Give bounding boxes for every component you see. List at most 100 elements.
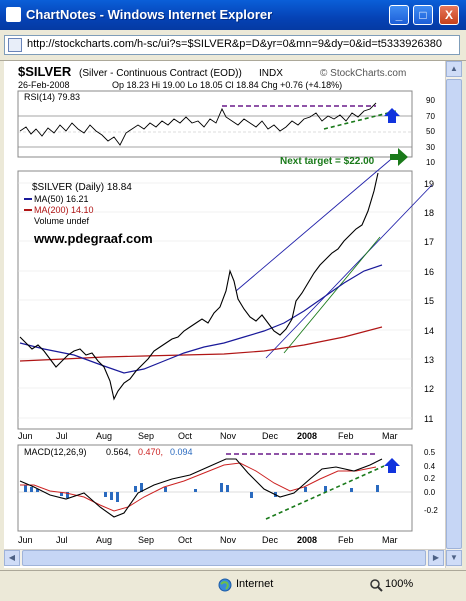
price-legend-ma50: MA(50) 16.21: [34, 194, 89, 204]
address-toolbar: http://stockcharts.com/h-sc/ui?s=$SILVER…: [0, 30, 466, 61]
price-legend-volume: Volume undef: [34, 216, 90, 226]
price-x-label: Jul: [56, 431, 68, 441]
price-tick-14: 14: [424, 326, 434, 336]
rsi-tick-50: 50: [426, 127, 435, 136]
price-x-label: Feb: [338, 431, 354, 441]
green-support-line: [283, 236, 381, 354]
chart-ohlc: Op 18.23 Hi 19.00 Lo 18.05 Cl 18.84 Chg …: [112, 80, 342, 90]
macd-x-label: Dec: [262, 535, 279, 545]
chart-exchange: INDX: [259, 68, 283, 79]
macd-blue-up-arrow: [384, 458, 400, 473]
next-target-annotation: Next target = $22.00: [280, 156, 375, 167]
rsi-green-trendline: [323, 110, 397, 130]
pdegraaf-watermark: www.pdegraaf.com: [33, 231, 153, 246]
macd-legend-hist: 0.094: [170, 447, 193, 457]
macd-signal-line: [20, 462, 377, 512]
macd-tick: 0.4: [424, 462, 436, 471]
price-tick-17: 17: [424, 237, 434, 247]
rsi-blue-up-arrow: [384, 108, 400, 123]
price-tick-12: 12: [424, 384, 434, 394]
security-zone-label: Internet: [236, 578, 274, 590]
macd-x-axis: Jun Jul Aug Sep Oct Nov Dec 2008 Feb Mar: [18, 535, 398, 545]
macd-tick: 0.5: [424, 448, 436, 457]
chart-symbol: $SILVER: [18, 64, 72, 79]
chart-date: 26-Feb-2008: [18, 80, 70, 90]
window-title: ChartNotes - Windows Internet Explorer: [26, 7, 273, 22]
rsi-legend: RSI(14) 79.83: [24, 92, 80, 102]
horizontal-scroll-thumb[interactable]: [22, 550, 426, 566]
price-x-label: Aug: [96, 431, 112, 441]
rsi-line: [19, 102, 377, 146]
macd-x-label: Aug: [96, 535, 112, 545]
price-x-label: Jun: [18, 431, 33, 441]
macd-histogram: [24, 483, 379, 502]
title-bar: ChartNotes - Windows Internet Explorer _…: [0, 0, 466, 30]
macd-tick: 0.2: [424, 474, 436, 483]
upper-channel-line: [235, 154, 397, 292]
price-x-label: Sep: [138, 431, 154, 441]
address-input[interactable]: http://stockcharts.com/h-sc/ui?s=$SILVER…: [4, 35, 460, 55]
scroll-down-button[interactable]: ▼: [446, 550, 462, 566]
macd-x-label: Nov: [220, 535, 237, 545]
address-url: http://stockcharts.com/h-sc/ui?s=$SILVER…: [27, 38, 442, 50]
vertical-scroll-thumb[interactable]: [446, 79, 462, 549]
scroll-left-button[interactable]: ◀: [4, 550, 20, 566]
price-grid: [18, 182, 412, 419]
macd-panel-frame: [17, 444, 413, 532]
macd-x-label: 2008: [297, 535, 317, 545]
maximize-button[interactable]: □: [413, 5, 433, 25]
macd-tick: 0.0: [424, 488, 436, 497]
macd-green-trendline: [265, 465, 385, 520]
price-x-label: Mar: [382, 431, 398, 441]
macd-x-label: Mar: [382, 535, 398, 545]
rsi-tick-30: 30: [426, 143, 435, 152]
close-button[interactable]: X: [439, 5, 459, 25]
scroll-right-button[interactable]: ▶: [428, 550, 444, 566]
macd-x-label: Jul: [56, 535, 68, 545]
vertical-scrollbar[interactable]: ▲ ▼: [445, 61, 462, 568]
horizontal-scrollbar[interactable]: ◀ ▶: [4, 549, 445, 566]
zoom-level[interactable]: 100%: [385, 578, 414, 590]
stockcharts-watermark: © StockCharts.com: [320, 68, 406, 79]
globe-icon: [218, 578, 232, 592]
price-x-label: Nov: [220, 431, 237, 441]
macd-tick: -0.2: [424, 506, 438, 515]
price-line: [19, 172, 379, 401]
price-x-label: 2008: [297, 431, 317, 441]
status-bar: Internet 100%: [0, 570, 466, 601]
price-x-axis: Jun Jul Aug Sep Oct Nov Dec 2008 Feb Mar: [18, 431, 398, 441]
macd-x-label: Feb: [338, 535, 354, 545]
rsi-tick-70: 70: [426, 112, 435, 121]
rsi-tick-10: 10: [426, 158, 435, 167]
macd-legend-value: 0.564,: [106, 447, 131, 457]
price-tick-16: 16: [424, 267, 434, 277]
macd-legend-name: MACD(12,26,9): [24, 447, 87, 457]
green-right-arrow: [390, 148, 408, 166]
ma200-line: [19, 326, 383, 362]
ma50-line: [19, 264, 383, 374]
price-tick-11: 11: [424, 414, 433, 424]
price-x-label: Oct: [178, 431, 193, 441]
macd-line: [19, 458, 383, 518]
price-tick-15: 15: [424, 296, 434, 306]
price-x-label: Dec: [262, 431, 279, 441]
scroll-up-button[interactable]: ▲: [446, 61, 462, 77]
macd-x-label: Sep: [138, 535, 154, 545]
chart-description: (Silver - Continuous Contract (EOD)): [79, 68, 242, 79]
zoom-icon[interactable]: [369, 578, 383, 592]
minimize-button[interactable]: _: [389, 5, 409, 25]
rsi-tick-90: 90: [426, 96, 435, 105]
page-content: $SILVER (Silver - Continuous Contract (E…: [4, 61, 445, 568]
price-legend-title: $SILVER (Daily) 18.84: [32, 182, 132, 193]
page-icon: [8, 38, 22, 52]
price-tick-18: 18: [424, 208, 434, 218]
price-legend-ma200: MA(200) 14.10: [34, 205, 94, 215]
macd-x-label: Oct: [178, 535, 193, 545]
lower-channel-line: [265, 184, 433, 359]
price-tick-19: 19: [424, 179, 434, 189]
stock-chart: $SILVER (Silver - Continuous Contract (E…: [17, 64, 438, 545]
ie-app-icon: [6, 7, 21, 22]
macd-x-label: Jun: [18, 535, 33, 545]
macd-legend-signal: 0.470,: [138, 447, 163, 457]
price-tick-13: 13: [424, 355, 434, 365]
